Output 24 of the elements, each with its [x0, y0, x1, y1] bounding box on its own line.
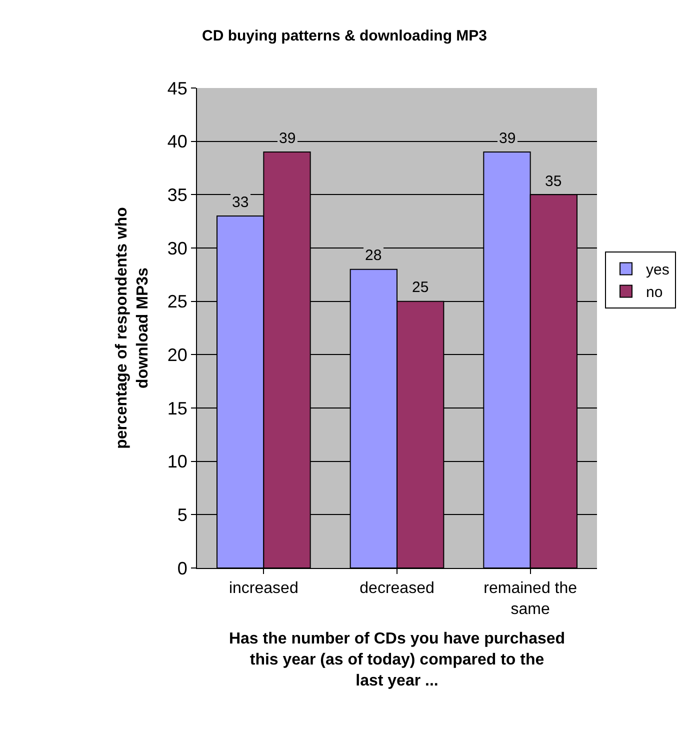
data-label: 39	[279, 130, 296, 147]
x-tick-label: increased	[228, 580, 298, 598]
y-tick-label: 0	[177, 558, 188, 578]
y-tick-label: 40	[167, 132, 188, 152]
y-tick-label: 45	[167, 78, 188, 98]
y-tick-label: 20	[167, 344, 188, 365]
x-tick-label: decreased	[360, 580, 434, 598]
legend-label: no	[646, 284, 663, 302]
legend-label: yes	[646, 262, 670, 279]
y-tick-label: 35	[167, 184, 188, 205]
y-tick-label: 25	[167, 292, 188, 312]
data-label: 25	[412, 279, 429, 296]
y-tick-label: 5	[177, 504, 188, 525]
x-tick-label: remained the same	[484, 580, 578, 618]
data-label: 33	[232, 194, 249, 211]
chart-title: CD buying patterns & downloading MP3	[202, 27, 487, 44]
y-axis-title: percentage of respondents who download MP3s	[113, 206, 152, 449]
y-tick-label: 10	[167, 452, 188, 472]
y-tick-label: 15	[167, 398, 188, 418]
x-axis-title: Has the number of CDs you have purchased this year (as of today) compared to the last year ...	[228, 630, 566, 690]
data-label: 35	[545, 173, 562, 190]
data-label: 28	[365, 247, 382, 264]
y-tick-label: 30	[167, 238, 188, 258]
data-label: 39	[499, 130, 516, 147]
